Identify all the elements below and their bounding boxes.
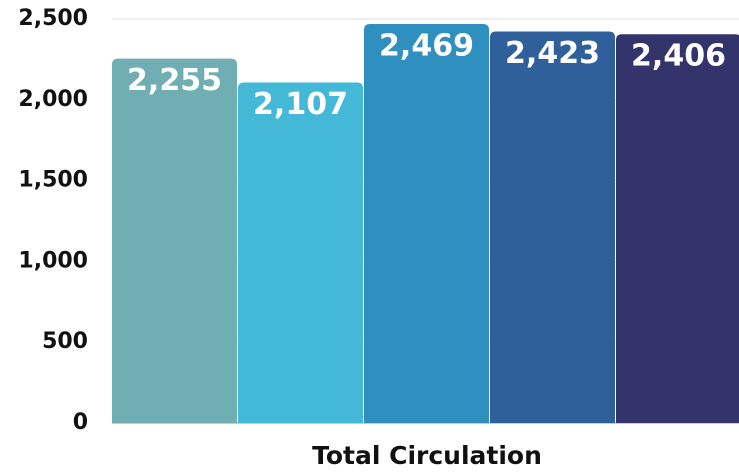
value-label: 2,255 [127, 63, 222, 98]
bar [364, 24, 489, 423]
bar [238, 82, 363, 424]
bar [490, 31, 615, 423]
y-tick-label: 1,000 [18, 248, 88, 273]
y-tick-label: 0 [73, 410, 88, 435]
y-tick-label: 2,000 [18, 87, 88, 112]
y-tick-label: 1,500 [18, 168, 88, 193]
value-label: 2,406 [631, 39, 726, 74]
bar [616, 34, 739, 423]
value-label: 2,423 [505, 36, 600, 71]
x-axis-label: Total Circulation [312, 441, 542, 470]
bar [112, 58, 237, 423]
value-label: 2,469 [379, 29, 474, 64]
y-tick-label: 500 [42, 329, 88, 354]
value-label: 2,107 [253, 87, 348, 122]
y-tick-label: 2,500 [18, 6, 88, 31]
